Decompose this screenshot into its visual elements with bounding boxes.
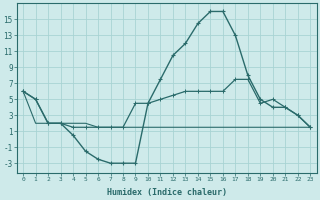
X-axis label: Humidex (Indice chaleur): Humidex (Indice chaleur) <box>107 188 227 197</box>
